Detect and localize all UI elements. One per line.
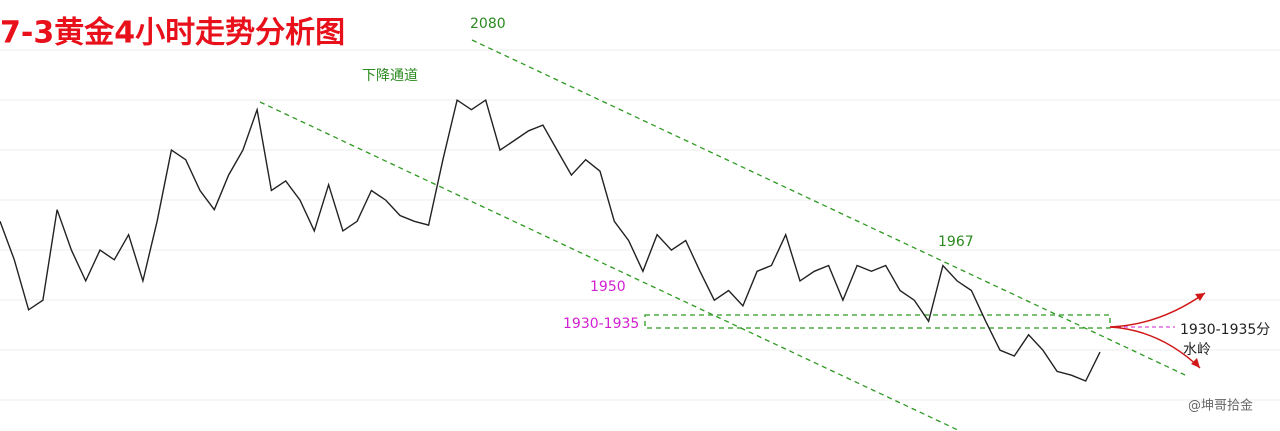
annotation: 1967 <box>938 234 974 250</box>
background-grid <box>0 49 1280 401</box>
annotation: 水岭 <box>1183 342 1211 358</box>
annotation: 下降通道 <box>362 68 418 84</box>
annotation: 2080 <box>470 16 506 32</box>
annotation: 1930-1935分 <box>1180 322 1270 338</box>
annotation: 1930-1935 <box>563 316 639 332</box>
channel-lines <box>259 39 1206 431</box>
chart-title: 7-3黄金4小时走势分析图 <box>0 16 345 51</box>
annotation: 1950 <box>590 279 626 295</box>
watermark: @坤哥拾金 <box>1188 398 1253 414</box>
price-line <box>0 98 1101 382</box>
